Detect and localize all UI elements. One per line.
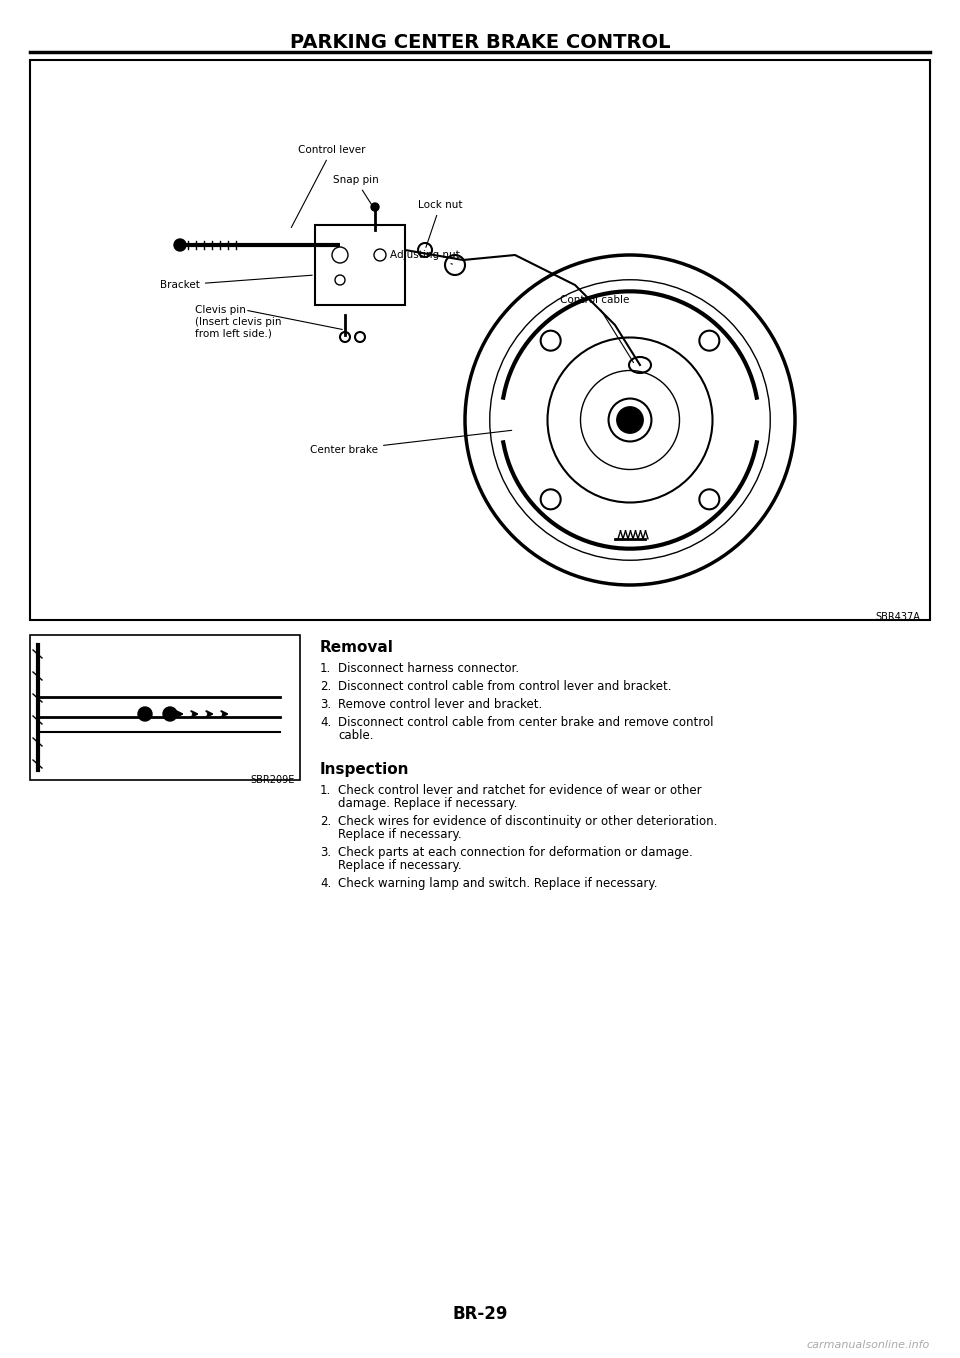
Bar (315, 225, 405, 306)
Text: SBR209E: SBR209E (251, 775, 295, 785)
Text: Check warning lamp and switch. Replace if necessary.: Check warning lamp and switch. Replace i… (338, 877, 658, 889)
Text: Disconnect control cable from control lever and bracket.: Disconnect control cable from control le… (338, 680, 671, 693)
Text: damage. Replace if necessary.: damage. Replace if necessary. (338, 797, 517, 809)
Text: SBR437A: SBR437A (876, 612, 920, 622)
Bar (30, 636, 300, 779)
Text: Check wires for evidence of discontinuity or other deterioration.: Check wires for evidence of discontinuit… (338, 815, 717, 828)
Circle shape (616, 407, 643, 433)
Text: Disconnect harness connector.: Disconnect harness connector. (338, 661, 519, 675)
Circle shape (138, 708, 152, 721)
Text: cable.: cable. (338, 729, 373, 741)
Text: Disconnect control cable from center brake and remove control: Disconnect control cable from center bra… (338, 716, 713, 729)
Text: 1.: 1. (320, 784, 331, 797)
Circle shape (174, 239, 186, 251)
Text: Center brake: Center brake (310, 430, 512, 455)
Text: 3.: 3. (320, 698, 331, 712)
Text: 4.: 4. (320, 877, 331, 889)
Text: Inspection: Inspection (320, 762, 410, 777)
Circle shape (163, 708, 177, 721)
Text: Remove control lever and bracket.: Remove control lever and bracket. (338, 698, 542, 712)
Text: 2.: 2. (320, 680, 331, 693)
Text: Check control lever and ratchet for evidence of wear or other: Check control lever and ratchet for evid… (338, 784, 702, 797)
Text: Check parts at each connection for deformation or damage.: Check parts at each connection for defor… (338, 846, 693, 860)
Text: 4.: 4. (320, 716, 331, 729)
Text: PARKING CENTER BRAKE CONTROL: PARKING CENTER BRAKE CONTROL (290, 33, 670, 52)
Text: Control cable: Control cable (560, 295, 634, 363)
Text: Bracket: Bracket (160, 276, 312, 291)
Text: BR-29: BR-29 (452, 1305, 508, 1323)
Text: 3.: 3. (320, 846, 331, 860)
Text: Control lever: Control lever (291, 145, 366, 228)
Text: Snap pin: Snap pin (333, 175, 379, 208)
Text: Removal: Removal (320, 640, 394, 655)
Text: Lock nut: Lock nut (418, 200, 463, 247)
Text: Adjusting nut: Adjusting nut (390, 250, 460, 263)
Text: 1.: 1. (320, 661, 331, 675)
Circle shape (371, 202, 379, 210)
Bar (30, 60, 930, 621)
Text: 2.: 2. (320, 815, 331, 828)
Text: Replace if necessary.: Replace if necessary. (338, 860, 462, 872)
Text: Clevis pin
(Insert clevis pin
from left side.): Clevis pin (Insert clevis pin from left … (195, 306, 281, 338)
Text: carmanualsonline.info: carmanualsonline.info (806, 1340, 930, 1350)
Text: Replace if necessary.: Replace if necessary. (338, 828, 462, 841)
